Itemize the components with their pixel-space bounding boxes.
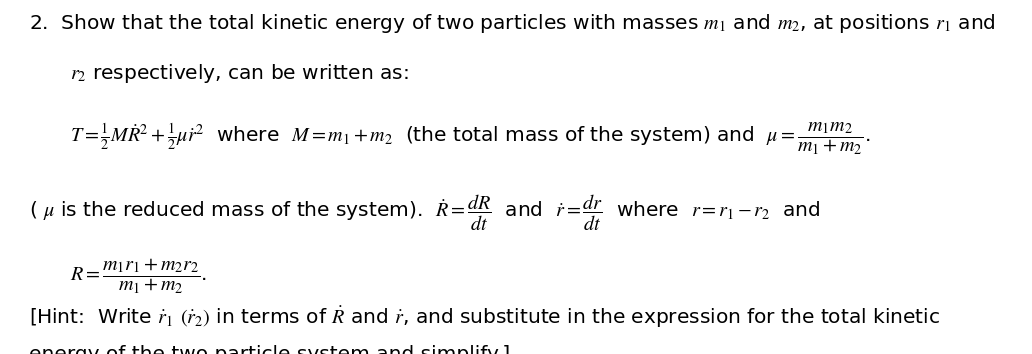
Text: $R = \dfrac{m_1 r_1 + m_2 r_2}{m_1 + m_2}$.: $R = \dfrac{m_1 r_1 + m_2 r_2}{m_1 + m_2… — [70, 257, 207, 296]
Text: energy of the two particle system and simplify.]: energy of the two particle system and si… — [29, 345, 510, 354]
Text: $T = \frac{1}{2}M\dot{R}^2 + \frac{1}{2}\mu\dot{r}^2$  where  $M = m_1 + m_2$  (: $T = \frac{1}{2}M\dot{R}^2 + \frac{1}{2}… — [70, 120, 871, 157]
Text: 2.  Show that the total kinetic energy of two particles with masses $m_1$ and $m: 2. Show that the total kinetic energy of… — [29, 12, 996, 35]
Text: ( $\mu$ is the reduced mass of the system).  $\dot{R} = \dfrac{dR}{dt}$  and  $\: ( $\mu$ is the reduced mass of the syste… — [29, 193, 820, 233]
Text: $r_2$ respectively, can be written as:: $r_2$ respectively, can be written as: — [70, 62, 409, 85]
Text: [Hint:  Write $\dot{r}_1$ $(\dot{r}_2)$ in terms of $\dot{R}$ and $\dot{r}$, and: [Hint: Write $\dot{r}_1$ $(\dot{r}_2)$ i… — [29, 304, 940, 330]
